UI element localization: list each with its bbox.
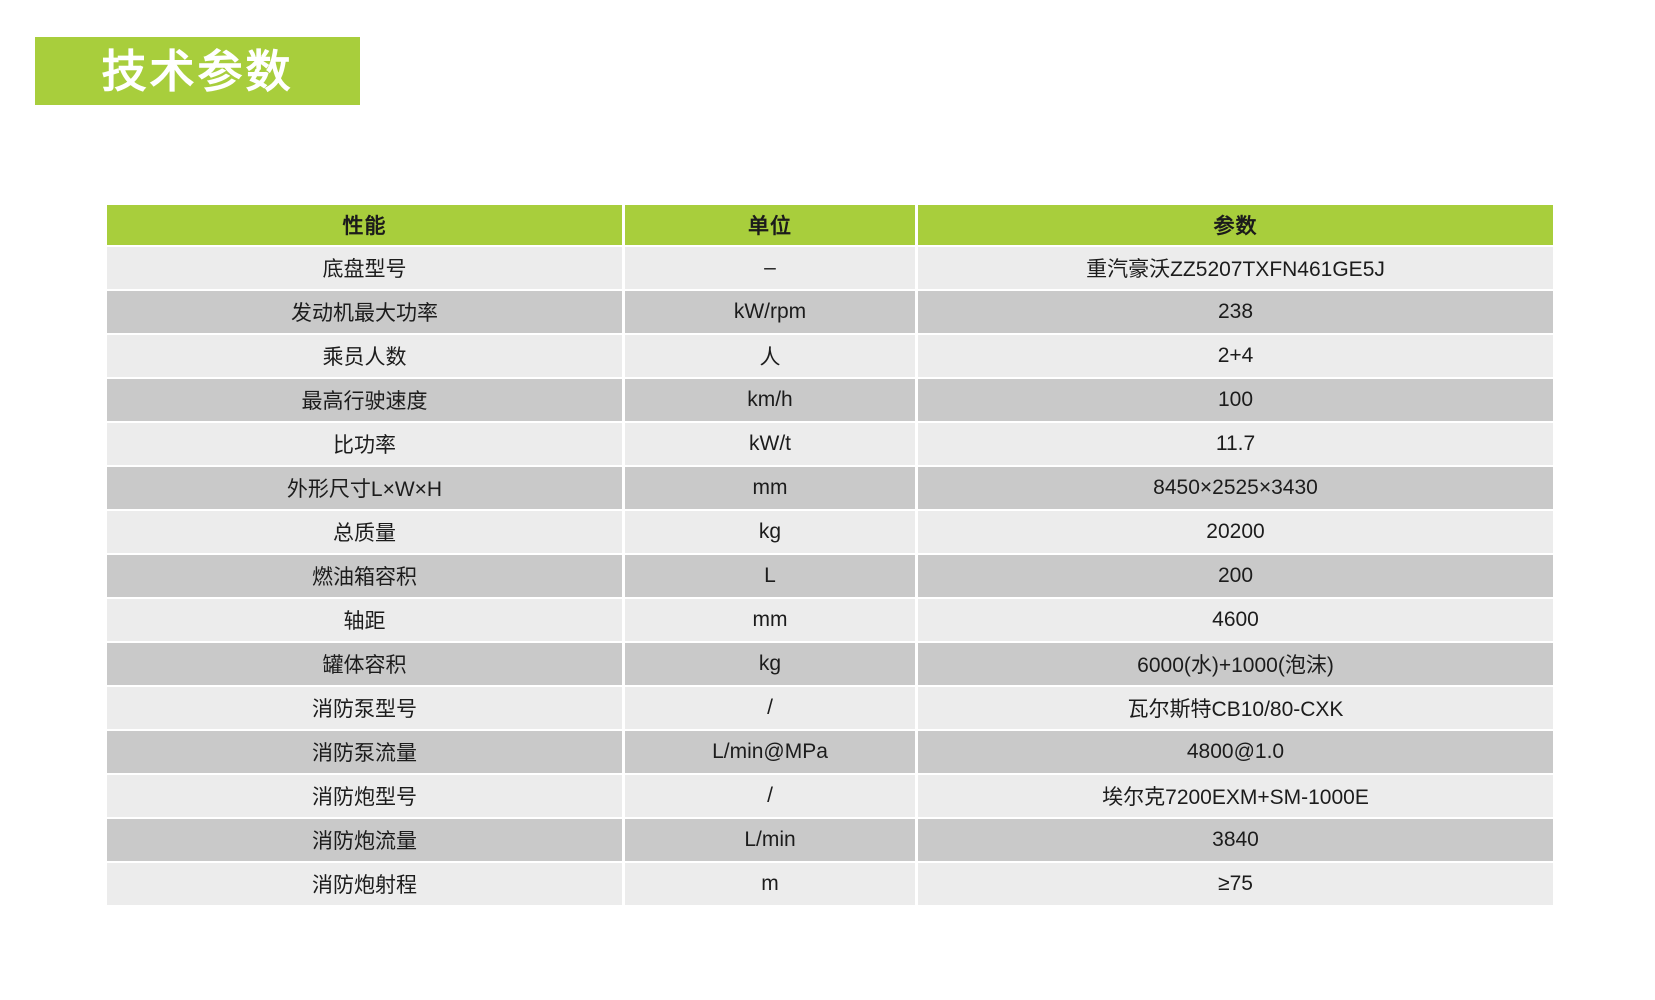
cell-unit: kg <box>625 643 915 685</box>
table-row: 消防炮流量 L/min 3840 <box>107 819 1553 861</box>
cell-performance: 轴距 <box>107 599 622 641</box>
cell-performance: 罐体容积 <box>107 643 622 685</box>
column-header-parameter: 参数 <box>918 205 1553 245</box>
table-body: 底盘型号 – 重汽豪沃ZZ5207TXFN461GE5J 发动机最大功率 kW/rpm 2… <box>107 247 1553 905</box>
column-header-performance: 性能 <box>107 205 622 245</box>
table-row: 比功率 kW/t 11.7 <box>107 423 1553 465</box>
cell-parameter: 6000(水)+1000(泡沫) <box>918 643 1553 685</box>
cell-performance: 发动机最大功率 <box>107 291 622 333</box>
cell-unit: L <box>625 555 915 597</box>
cell-parameter: 4600 <box>918 599 1553 641</box>
cell-performance: 消防炮型号 <box>107 775 622 817</box>
table-row: 发动机最大功率 kW/rpm 238 <box>107 291 1553 333</box>
table-header: 性能 单位 参数 <box>107 205 1553 245</box>
cell-parameter: 11.7 <box>918 423 1553 465</box>
table-row: 外形尺寸L×W×H mm 8450×2525×3430 <box>107 467 1553 509</box>
cell-unit: mm <box>625 599 915 641</box>
cell-performance: 消防炮射程 <box>107 863 622 905</box>
table-row: 消防泵流量 L/min@MPa 4800@1.0 <box>107 731 1553 773</box>
technical-specifications-section: 性能 单位 参数 底盘型号 – 重汽豪沃ZZ5207TXFN461GE5J 发动机最大… <box>104 203 1553 907</box>
page-title: 技术参数 <box>101 45 294 97</box>
cell-performance: 外形尺寸L×W×H <box>107 467 622 509</box>
cell-unit: / <box>625 775 915 817</box>
table-row: 底盘型号 – 重汽豪沃ZZ5207TXFN461GE5J <box>107 247 1553 289</box>
cell-parameter: 2+4 <box>918 335 1553 377</box>
cell-unit: – <box>625 247 915 289</box>
cell-performance: 最高行驶速度 <box>107 379 622 421</box>
table-row: 罐体容积 kg 6000(水)+1000(泡沫) <box>107 643 1553 685</box>
table-row: 总质量 kg 20200 <box>107 511 1553 553</box>
cell-unit: 人 <box>625 335 915 377</box>
cell-unit: kW/rpm <box>625 291 915 333</box>
table-row: 消防泵型号 / 瓦尔斯特CB10/80-CXK <box>107 687 1553 729</box>
cell-performance: 底盘型号 <box>107 247 622 289</box>
cell-parameter: 埃尔克7200EXM+SM-1000E <box>918 775 1553 817</box>
table-row: 轴距 mm 4600 <box>107 599 1553 641</box>
cell-performance: 乘员人数 <box>107 335 622 377</box>
cell-performance: 消防泵流量 <box>107 731 622 773</box>
cell-performance: 消防炮流量 <box>107 819 622 861</box>
technical-specifications-table: 性能 单位 参数 底盘型号 – 重汽豪沃ZZ5207TXFN461GE5J 发动机最大… <box>104 203 1556 907</box>
cell-parameter: 238 <box>918 291 1553 333</box>
cell-unit: L/min <box>625 819 915 861</box>
table-row: 燃油箱容积 L 200 <box>107 555 1553 597</box>
table-row: 消防炮射程 m ≥75 <box>107 863 1553 905</box>
cell-performance: 比功率 <box>107 423 622 465</box>
cell-parameter: 20200 <box>918 511 1553 553</box>
cell-parameter: 瓦尔斯特CB10/80-CXK <box>918 687 1553 729</box>
page-title-banner: 技术参数 <box>35 37 360 105</box>
cell-unit: / <box>625 687 915 729</box>
cell-performance: 消防泵型号 <box>107 687 622 729</box>
cell-parameter: 8450×2525×3430 <box>918 467 1553 509</box>
table-row: 最高行驶速度 km/h 100 <box>107 379 1553 421</box>
cell-parameter: 4800@1.0 <box>918 731 1553 773</box>
cell-parameter: 100 <box>918 379 1553 421</box>
cell-parameter: 3840 <box>918 819 1553 861</box>
table-row: 消防炮型号 / 埃尔克7200EXM+SM-1000E <box>107 775 1553 817</box>
table-header-row: 性能 单位 参数 <box>107 205 1553 245</box>
cell-parameter: ≥75 <box>918 863 1553 905</box>
column-header-unit: 单位 <box>625 205 915 245</box>
cell-parameter: 重汽豪沃ZZ5207TXFN461GE5J <box>918 247 1553 289</box>
cell-parameter: 200 <box>918 555 1553 597</box>
cell-unit: km/h <box>625 379 915 421</box>
cell-performance: 总质量 <box>107 511 622 553</box>
cell-unit: kW/t <box>625 423 915 465</box>
cell-unit: m <box>625 863 915 905</box>
cell-unit: kg <box>625 511 915 553</box>
table-row: 乘员人数人 2+4 <box>107 335 1553 377</box>
cell-performance: 燃油箱容积 <box>107 555 622 597</box>
cell-unit: mm <box>625 467 915 509</box>
cell-unit: L/min@MPa <box>625 731 915 773</box>
